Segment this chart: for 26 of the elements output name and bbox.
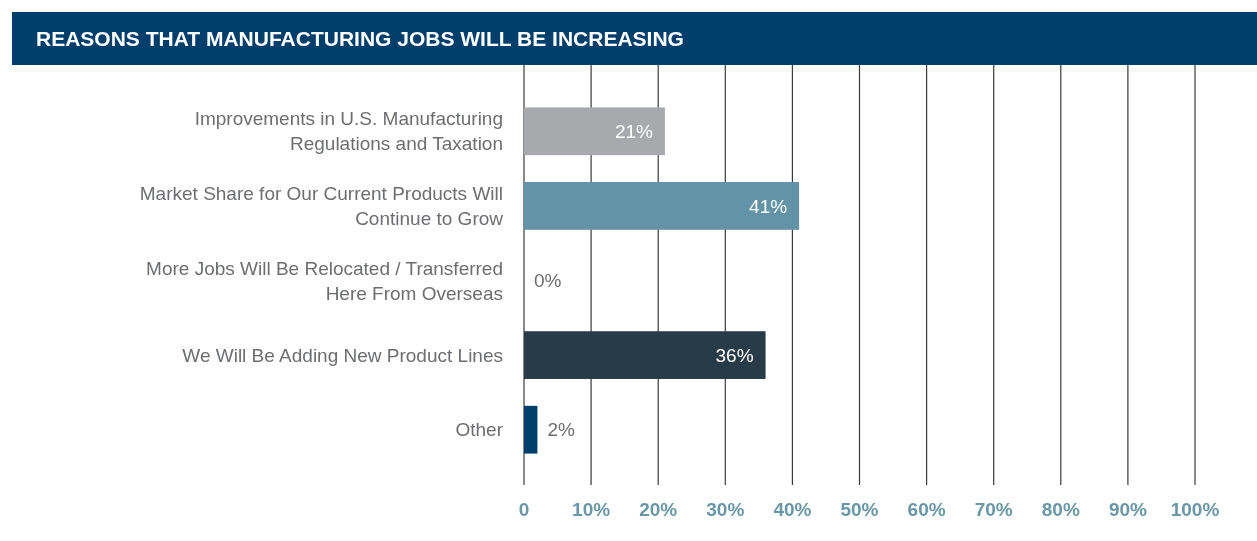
x-tick-label: 70% bbox=[974, 498, 1013, 520]
x-tick-label: 10% bbox=[572, 498, 611, 520]
chart-title: REASONS THAT MANUFACTURING JOBS WILL BE INCREASING bbox=[36, 26, 684, 50]
x-tick-label: 80% bbox=[1041, 498, 1080, 520]
x-tick-label: 50% bbox=[840, 498, 879, 520]
x-tick-label: 0 bbox=[518, 498, 530, 520]
bar bbox=[524, 405, 538, 454]
data-label: 41% bbox=[749, 195, 788, 217]
x-tick-label: 30% bbox=[706, 498, 745, 520]
y-tick-label: We Will Be Adding New Product Lines bbox=[182, 344, 503, 366]
x-tick-label: 100% bbox=[1170, 498, 1220, 520]
data-label: 21% bbox=[614, 120, 654, 142]
bar bbox=[524, 107, 665, 156]
bar bbox=[524, 182, 800, 230]
y-tick-label: Improvements in U.S. Manufacturing Regulations and Taxation bbox=[194, 108, 503, 155]
data-label: 2% bbox=[547, 419, 575, 441]
y-tick-label: Market Share for Our Current Products Will Continue to Grow bbox=[139, 183, 504, 230]
x-tick-label: 40% bbox=[773, 498, 812, 520]
data-label: 0% bbox=[534, 270, 562, 292]
y-tick-label: More Jobs Will Be Relocated / Transferred Here From Overseas bbox=[146, 257, 503, 304]
y-tick-label: Other bbox=[455, 419, 504, 441]
bar bbox=[524, 331, 766, 379]
data-label: 36% bbox=[715, 344, 754, 366]
x-tick-label: 60% bbox=[907, 498, 946, 520]
x-tick-label: 90% bbox=[1108, 498, 1148, 520]
x-tick-label: 20% bbox=[639, 498, 678, 520]
